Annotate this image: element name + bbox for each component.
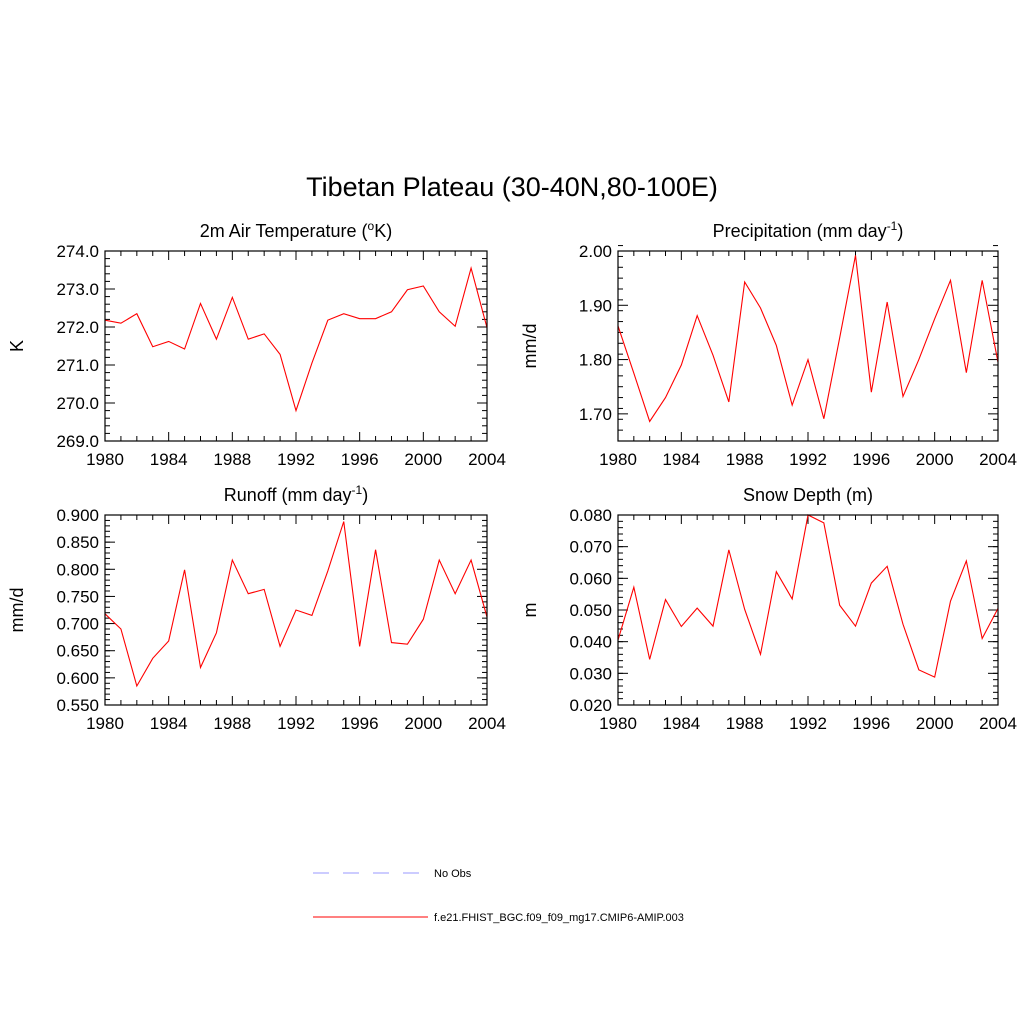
y-tick-label: 0.650 xyxy=(56,642,99,661)
y-tick-label: 1.70 xyxy=(579,405,612,424)
x-tick-label: 2000 xyxy=(916,714,954,733)
panel-title-precipitation: Precipitation (mm day-1) xyxy=(713,219,904,241)
y-axis-label-runoff: mm/d xyxy=(7,588,27,633)
panel-title-suffix: K) xyxy=(374,221,392,241)
x-tick-label: 1988 xyxy=(213,714,251,733)
panel-title-temperature: 2m Air Temperature (oK) xyxy=(200,219,392,241)
y-tick-label: 0.800 xyxy=(56,560,99,579)
panel-title-snow-depth: Snow Depth (m) xyxy=(743,485,873,505)
plot-frame-snow-depth xyxy=(617,514,999,706)
x-tick-label: 1992 xyxy=(789,450,827,469)
y-tick-label: 270.0 xyxy=(56,394,99,413)
x-tick-label: 1984 xyxy=(662,714,700,733)
series-line-precipitation xyxy=(617,255,999,423)
x-tick-label: 1988 xyxy=(726,714,764,733)
y-tick-label: 0.070 xyxy=(569,538,612,557)
panel-temperature: 2m Air Temperature (oK) 269.0 270.0 271.0 27… xyxy=(7,219,506,469)
y-tick-label: 271.0 xyxy=(56,356,99,375)
x-tick-label: 1992 xyxy=(277,714,315,733)
plot-frame-runoff xyxy=(104,514,488,706)
x-tick-label: 1980 xyxy=(86,450,124,469)
panel-title-superscript: -1 xyxy=(352,483,363,497)
x-tick-label: 1996 xyxy=(852,450,890,469)
y-tick-label: 0.030 xyxy=(569,664,612,683)
x-tick-label: 2004 xyxy=(468,714,506,733)
x-tick-label: 2000 xyxy=(404,714,442,733)
panel-title-superscript: -1 xyxy=(887,219,898,233)
x-tick-label: 1992 xyxy=(277,450,315,469)
panel-title-text: Precipitation (mm day xyxy=(713,221,887,241)
x-tick-label: 1984 xyxy=(150,714,188,733)
y-axis-label-temperature: K xyxy=(7,340,27,352)
y-tick-label: 0.040 xyxy=(569,633,612,652)
panel-precipitation: Precipitation (mm day-1) 1.70 1.80 1.90 2.00… xyxy=(520,219,1017,469)
y-tick-label: 0.750 xyxy=(56,587,99,606)
panel-title-suffix: ) xyxy=(897,221,903,241)
x-tick-label: 2000 xyxy=(404,450,442,469)
y-tick-label: 274.0 xyxy=(56,242,99,261)
x-tick-label: 1996 xyxy=(852,714,890,733)
x-tick-label: 2000 xyxy=(916,450,954,469)
y-tick-label: 272.0 xyxy=(56,318,99,337)
x-tick-label: 1992 xyxy=(789,714,827,733)
y-tick-label: 269.0 xyxy=(56,432,99,451)
panel-title-runoff: Runoff (mm day-1) xyxy=(224,483,368,505)
series-line-snow-depth xyxy=(617,514,999,678)
x-tick-label: 1980 xyxy=(599,714,637,733)
x-tick-label: 2004 xyxy=(468,450,506,469)
y-tick-label: 1.90 xyxy=(579,296,612,315)
y-tick-label: 0.080 xyxy=(569,506,612,525)
panel-runoff: Runoff (mm day-1) 0.550 0.600 0.650 0.700 0.7… xyxy=(7,483,506,733)
y-tick-label: 2.00 xyxy=(579,242,612,261)
x-tick-label: 1984 xyxy=(662,450,700,469)
legend-item-2: f.e21.FHIST_BGC.f09_f09_mg17.CMIP6-AMIP.… xyxy=(313,912,684,924)
x-tick-label: 1980 xyxy=(599,450,637,469)
series-line-runoff xyxy=(104,521,488,688)
y-tick-label: 0.900 xyxy=(56,506,99,525)
x-tick-label: 1984 xyxy=(150,450,188,469)
panel-title-superscript: o xyxy=(368,219,375,233)
x-tick-label: 1988 xyxy=(213,450,251,469)
panel-snow-depth: Snow Depth (m) 0.020 0.030 0.040 0.050 0.060 0… xyxy=(520,485,1017,733)
panel-title-text: 2m Air Temperature ( xyxy=(200,221,368,241)
panel-title-text: Runoff (mm day xyxy=(224,485,352,505)
x-tick-label: 2004 xyxy=(979,450,1017,469)
panel-title-suffix: ) xyxy=(362,485,368,505)
panels: 2m Air Temperature (oK)269.0270.0271.027… xyxy=(7,219,1017,733)
plot-frame-temperature xyxy=(104,250,488,442)
y-tick-label: 0.050 xyxy=(569,601,612,620)
y-axis-label-snow-depth: m xyxy=(520,603,540,618)
legend-item-1: No Obs xyxy=(313,868,472,880)
x-tick-label: 1980 xyxy=(86,714,124,733)
y-axis-label-precipitation: mm/d xyxy=(520,324,540,369)
y-tick-label: 0.600 xyxy=(56,669,99,688)
y-tick-label: 1.80 xyxy=(579,351,612,370)
x-tick-label: 1988 xyxy=(726,450,764,469)
y-tick-label: 0.020 xyxy=(569,696,612,715)
series-line-temperature xyxy=(104,265,488,413)
panel-title-text: Snow Depth (m) xyxy=(743,485,873,505)
y-tick-label: 273.0 xyxy=(56,280,99,299)
y-tick-label: 0.850 xyxy=(56,533,99,552)
y-tick-label: 0.550 xyxy=(56,696,99,715)
x-tick-label: 1996 xyxy=(341,714,379,733)
figure-title: Tibetan Plateau (30-40N,80-100E) xyxy=(306,172,718,202)
legend: No Obs f.e21.FHIST_BGC.f09_f09_mg17.CMIP6… xyxy=(313,868,684,924)
x-tick-label: 1996 xyxy=(341,450,379,469)
x-tick-label: 2004 xyxy=(979,714,1017,733)
plot-frame-precipitation xyxy=(617,250,999,442)
legend-label: f.e21.FHIST_BGC.f09_f09_mg17.CMIP6-AMIP.… xyxy=(434,912,684,924)
legend-label: No Obs xyxy=(434,868,472,880)
y-tick-label: 0.060 xyxy=(569,569,612,588)
y-tick-label: 0.700 xyxy=(56,615,99,634)
